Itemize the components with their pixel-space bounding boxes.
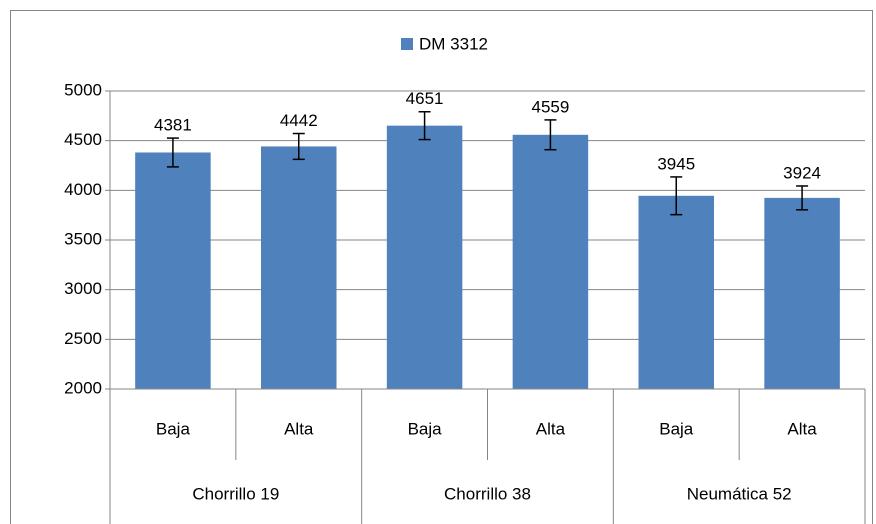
y-tick-label: 3000 [64,279,102,298]
x-tick-label: Baja [408,419,443,438]
x-tick-label: Alta [787,419,817,438]
x-tick-label: Baja [156,419,191,438]
bar [638,195,714,389]
y-tick-label: 2500 [64,329,102,348]
group-label: Chorrillo 19 [192,484,279,503]
y-tick-label: 4500 [64,130,102,149]
y-tick-label: 2000 [64,378,102,397]
error-bar [670,176,683,216]
bar [764,197,840,389]
y-tick-label: 5000 [64,80,102,99]
bar [386,125,463,390]
bar [135,152,211,389]
data-label: 3924 [783,163,821,182]
data-label: 3945 [657,154,695,173]
data-label: 4651 [406,89,444,108]
bar [512,134,589,389]
y-tick-label: 3500 [64,229,102,248]
data-label: 4442 [280,111,318,130]
y-tick-label: 4000 [64,180,102,199]
data-label: 4381 [154,116,192,135]
error-bar [292,132,305,161]
data-label: 4559 [532,97,570,116]
x-tick-label: Baja [659,419,694,438]
legend-label: DM 3312 [419,34,488,53]
error-bar [166,137,179,168]
x-tick-label: Alta [536,419,566,438]
x-tick-label: Alta [284,419,314,438]
group-label: Chorrillo 38 [444,484,531,503]
error-bar [544,119,557,151]
error-bar [796,185,809,211]
group-label: Neumática 52 [687,484,792,503]
legend-swatch [401,38,413,50]
error-bar [418,111,431,141]
bar [261,146,337,389]
